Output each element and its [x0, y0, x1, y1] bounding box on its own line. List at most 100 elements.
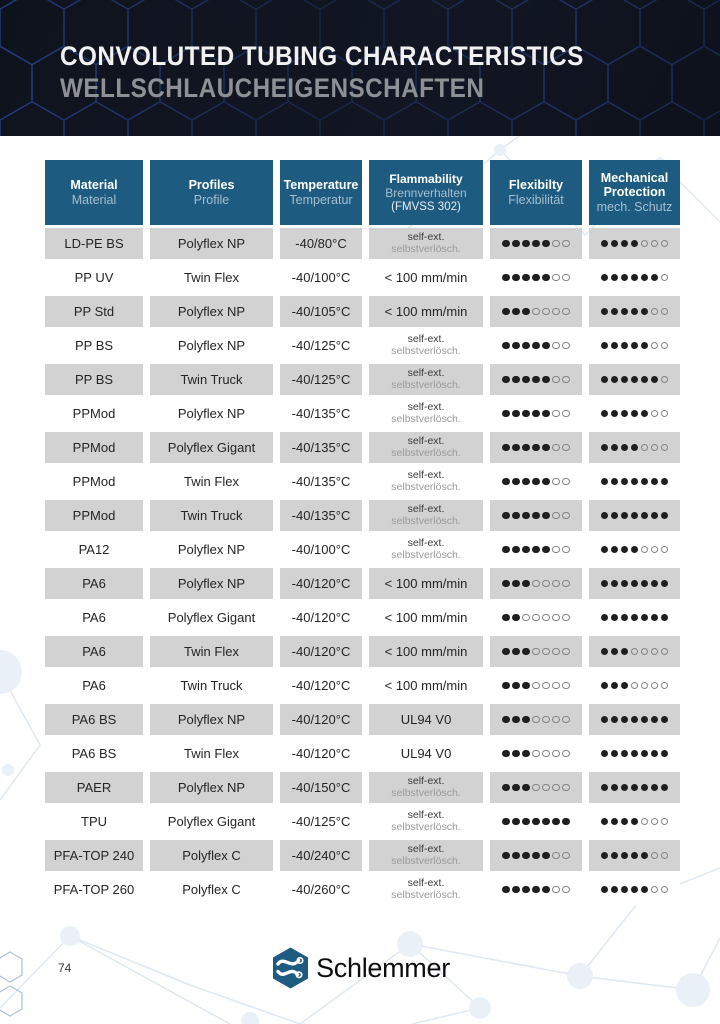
flexibility-cell — [490, 364, 582, 395]
rating-dot — [600, 375, 609, 384]
protection-cell — [589, 398, 680, 429]
rating-dot — [600, 239, 609, 248]
rating-dot — [620, 681, 629, 690]
material-cell: PA6 BS — [45, 704, 143, 735]
protection-cell — [589, 534, 680, 565]
flexibility-cell — [490, 670, 582, 701]
rating-dot — [650, 443, 659, 452]
page-banner: CONVOLUTED TUBING CHARACTERISTICS WELLSC… — [0, 0, 720, 136]
protection-rating — [600, 749, 669, 758]
temperature-cell: -40/125°C — [280, 806, 362, 837]
flammability-value: self-ext. — [407, 401, 445, 413]
rating-dot — [660, 341, 669, 350]
rating-dot — [650, 681, 659, 690]
profile-cell: Twin Flex — [150, 738, 273, 769]
rating-dot — [610, 749, 619, 758]
rating-dot — [630, 273, 639, 282]
rating-dot — [532, 817, 540, 826]
rating-dot — [630, 613, 639, 622]
rating-dot — [640, 579, 649, 588]
flexibility-cell — [490, 432, 582, 463]
flammability-cell: self-ext. selbstverlösch. — [369, 806, 483, 837]
table-row: TPU Polyflex Gigant -40/125°C self-ext. selb… — [45, 806, 680, 837]
table-row: PPMod Twin Truck -40/135°C self-ext. selbstv… — [45, 500, 680, 531]
protection-cell — [589, 738, 680, 769]
rating-dot — [640, 477, 649, 486]
temperature-cell: -40/135°C — [280, 432, 362, 463]
profile-cell: Polyflex NP — [150, 772, 273, 803]
flexibility-rating — [502, 477, 570, 486]
rating-dot — [620, 817, 629, 826]
material-cell: PFA-TOP 240 — [45, 840, 143, 871]
rating-dot — [600, 579, 609, 588]
flammability-value: self-ext. — [407, 843, 445, 855]
page-title: CONVOLUTED TUBING CHARACTERISTICS — [60, 41, 584, 71]
rating-dot — [542, 511, 550, 520]
flexibility-rating — [502, 579, 570, 588]
rating-dot — [660, 477, 669, 486]
rating-dot — [660, 579, 669, 588]
rating-dot — [522, 783, 530, 792]
flammability-value-de: selbstverlösch. — [391, 242, 461, 255]
rating-dot — [562, 341, 570, 350]
flammability-value: self-ext. — [407, 503, 445, 515]
flammability-cell: UL94 V0 — [369, 704, 483, 735]
rating-dot — [502, 511, 510, 520]
rating-dot — [600, 307, 609, 316]
protection-cell — [589, 500, 680, 531]
rating-dot — [522, 715, 530, 724]
rating-dot — [620, 749, 629, 758]
flammability-cell: < 100 mm/min — [369, 602, 483, 633]
rating-dot — [512, 579, 520, 588]
flammability-value: self-ext. — [407, 775, 445, 787]
rating-dot — [640, 647, 649, 656]
rating-dot — [512, 511, 520, 520]
profile-cell: Twin Truck — [150, 500, 273, 531]
protection-cell — [589, 670, 680, 701]
rating-dot — [620, 613, 629, 622]
rating-dot — [552, 783, 560, 792]
flammability-cell: < 100 mm/min — [369, 262, 483, 293]
rating-dot — [502, 409, 510, 418]
rating-dot — [522, 409, 530, 418]
flexibility-cell — [490, 228, 582, 259]
rating-dot — [512, 715, 520, 724]
rating-dot — [502, 783, 510, 792]
rating-dot — [600, 443, 609, 452]
rating-dot — [502, 239, 510, 248]
profile-cell: Twin Truck — [150, 670, 273, 701]
rating-dot — [630, 647, 639, 656]
rating-dot — [630, 239, 639, 248]
rating-dot — [650, 885, 659, 894]
rating-dot — [512, 783, 520, 792]
rating-dot — [512, 851, 520, 860]
page-number: 74 — [58, 961, 72, 975]
profile-cell: Twin Flex — [150, 466, 273, 497]
material-cell: PPMod — [45, 466, 143, 497]
rating-dot — [522, 579, 530, 588]
rating-dot — [562, 307, 570, 316]
rating-dot — [532, 375, 540, 384]
rating-dot — [502, 477, 510, 486]
table-row: PA6 Twin Flex -40/120°C < 100 mm/min — [45, 636, 680, 667]
rating-dot — [630, 783, 639, 792]
rating-dot — [600, 613, 609, 622]
protection-rating — [600, 443, 669, 452]
rating-dot — [522, 341, 530, 350]
rating-dot — [650, 749, 659, 758]
protection-rating — [600, 783, 669, 792]
protection-rating — [600, 409, 669, 418]
rating-dot — [600, 851, 609, 860]
protection-rating — [600, 681, 669, 690]
protection-cell — [589, 806, 680, 837]
rating-dot — [630, 375, 639, 384]
protection-rating — [600, 647, 669, 656]
flammability-value-de: selbstverlösch. — [391, 888, 461, 901]
rating-dot — [522, 511, 530, 520]
rating-dot — [640, 273, 649, 282]
rating-dot — [620, 409, 629, 418]
flammability-cell: self-ext. selbstverlösch. — [369, 432, 483, 463]
rating-dot — [640, 613, 649, 622]
profile-cell: Polyflex NP — [150, 534, 273, 565]
material-cell: LD-PE BS — [45, 228, 143, 259]
